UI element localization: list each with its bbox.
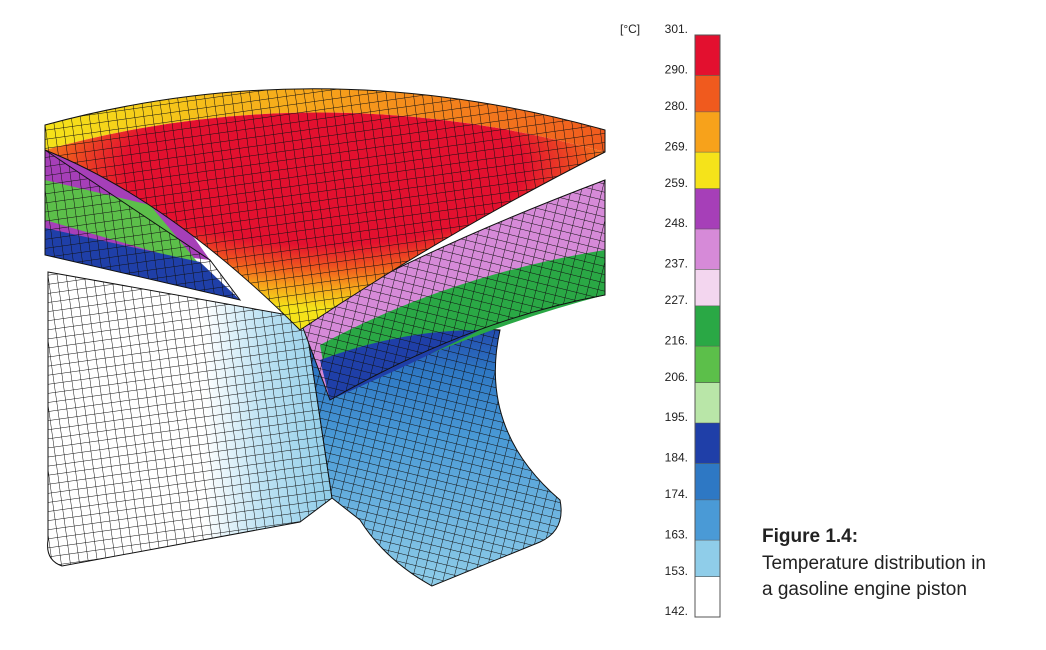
color-band bbox=[695, 499, 720, 541]
tick-label: 280. bbox=[665, 99, 688, 113]
tick-label: 237. bbox=[665, 256, 688, 270]
caption-title: Figure 1.4: bbox=[762, 526, 858, 547]
color-band bbox=[695, 463, 720, 500]
tick-label: 259. bbox=[665, 176, 688, 190]
tick-label: 153. bbox=[665, 564, 688, 578]
caption-line: Temperature distribution in bbox=[762, 553, 986, 574]
tick-label: 184. bbox=[665, 450, 688, 464]
tick-label: 206. bbox=[665, 370, 688, 384]
color-band bbox=[695, 35, 720, 76]
color-band bbox=[695, 111, 720, 153]
color-band bbox=[695, 152, 720, 189]
color-band bbox=[695, 423, 720, 464]
tick-label: 301. bbox=[665, 22, 688, 36]
color-band bbox=[695, 229, 720, 270]
color-band bbox=[695, 305, 720, 347]
color-band bbox=[695, 188, 720, 229]
tick-label: 163. bbox=[665, 527, 688, 541]
color-band bbox=[695, 75, 720, 112]
tick-label: 142. bbox=[665, 604, 688, 618]
tick-label: 174. bbox=[665, 487, 688, 501]
piston-drawing bbox=[44, 88, 606, 587]
color-band bbox=[695, 346, 720, 383]
color-band bbox=[695, 269, 720, 306]
color-band bbox=[695, 540, 720, 577]
tick-label: 216. bbox=[665, 333, 688, 347]
tick-label: 290. bbox=[665, 62, 688, 76]
colorbar-unit: [°C] bbox=[620, 22, 640, 36]
tick-label: 195. bbox=[665, 410, 688, 424]
tick-label: 269. bbox=[665, 139, 688, 153]
colorbar: [°C] 301. 290. 280. 269. 259. 248. 237. 227. 216… bbox=[620, 22, 721, 618]
caption-line: a gasoline engine piston bbox=[762, 579, 967, 600]
tick-label: 227. bbox=[665, 293, 688, 307]
color-band bbox=[695, 382, 720, 423]
tick-label: 248. bbox=[665, 216, 688, 230]
color-band bbox=[695, 576, 720, 617]
